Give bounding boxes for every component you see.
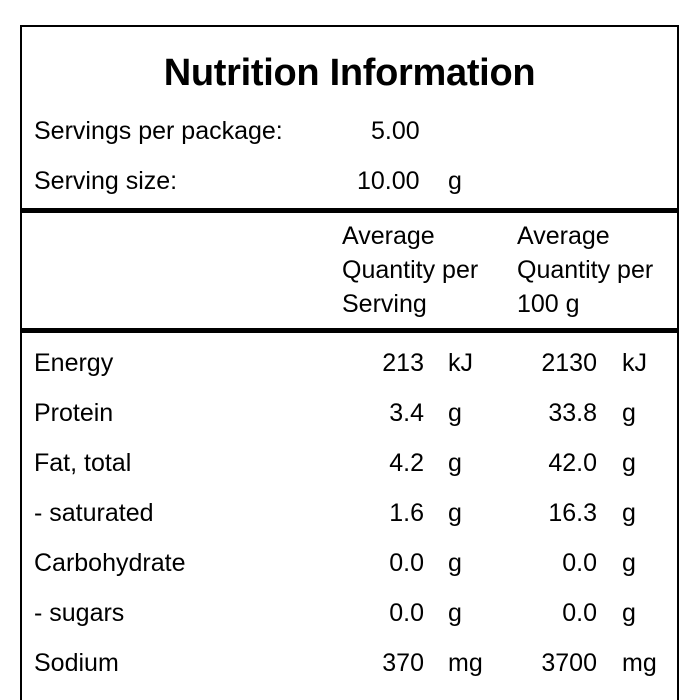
per-serving-value: 4.2 (389, 449, 424, 477)
servings-per-package-value: 5.00 (371, 117, 420, 145)
header-line: 100 g (517, 290, 580, 318)
per-serving-unit: g (448, 499, 462, 527)
per-serving-value: 3.4 (389, 399, 424, 427)
per-serving-unit: kJ (448, 349, 473, 377)
nutrition-panel: Nutrition Information Servings per packa… (20, 25, 679, 700)
table-row: Carbohydrate 0.0 g 0.0 g (22, 538, 677, 588)
per-100g-unit: kJ (622, 349, 647, 377)
per-serving-unit: g (448, 449, 462, 477)
nutrient-name: Sodium (34, 649, 119, 677)
per-100g-value: 0.0 (562, 599, 597, 627)
nutrient-name: - saturated (34, 499, 154, 527)
per-100g-unit: g (622, 449, 636, 477)
per-100g-unit: g (622, 599, 636, 627)
header-top-rule (22, 208, 677, 213)
nutrient-name: Energy (34, 349, 114, 377)
nutrient-name: Carbohydrate (34, 549, 186, 577)
header-line: Serving (342, 290, 427, 318)
per-100g-unit: g (622, 499, 636, 527)
table-row: Energy 213 kJ 2130 kJ (22, 338, 677, 388)
per-100g-value: 33.8 (548, 399, 597, 427)
table-row: - saturated 1.6 g 16.3 g (22, 488, 677, 538)
per-100g-value: 0.0 (562, 549, 597, 577)
per-serving-unit: g (448, 399, 462, 427)
nutrient-name: Fat, total (34, 449, 132, 477)
per-100g-value: 2130 (541, 349, 597, 377)
header-bottom-rule (22, 328, 677, 333)
per-serving-unit: mg (448, 649, 483, 677)
per-serving-value: 0.0 (389, 599, 424, 627)
table-row: Fat, total 4.2 g 42.0 g (22, 438, 677, 488)
per-100g-value: 3700 (541, 649, 597, 677)
nutrient-name: - sugars (34, 599, 125, 627)
per-serving-value: 1.6 (389, 499, 424, 527)
nutrient-name: Protein (34, 399, 114, 427)
per-serving-value: 0.0 (389, 549, 424, 577)
per-serving-unit: g (448, 549, 462, 577)
column-header-per-serving: Average Quantity per Serving (342, 219, 478, 321)
panel-title: Nutrition Information (163, 52, 536, 94)
per-100g-unit: g (622, 399, 636, 427)
servings-per-package-label: Servings per package: (34, 117, 283, 145)
header-line: Quantity per (517, 256, 654, 284)
serving-size-unit: g (448, 167, 462, 195)
per-100g-value: 16.3 (548, 499, 597, 527)
serving-size-value: 10.00 (357, 167, 420, 195)
per-100g-unit: g (622, 549, 636, 577)
per-100g-unit: mg (622, 649, 657, 677)
table-row: - sugars 0.0 g 0.0 g (22, 588, 677, 638)
column-header-per-100g: Average Quantity per 100 g (517, 219, 653, 321)
header-line: Average (517, 222, 610, 250)
serving-size-label: Serving size: (34, 167, 178, 195)
header-line: Quantity per (342, 256, 479, 284)
per-100g-value: 42.0 (548, 449, 597, 477)
header-line: Average (342, 222, 435, 250)
table-row: Sodium 370 mg 3700 mg (22, 638, 677, 688)
table-row: Protein 3.4 g 33.8 g (22, 388, 677, 438)
per-serving-value: 370 (382, 649, 424, 677)
per-serving-unit: g (448, 599, 462, 627)
per-serving-value: 213 (382, 349, 424, 377)
